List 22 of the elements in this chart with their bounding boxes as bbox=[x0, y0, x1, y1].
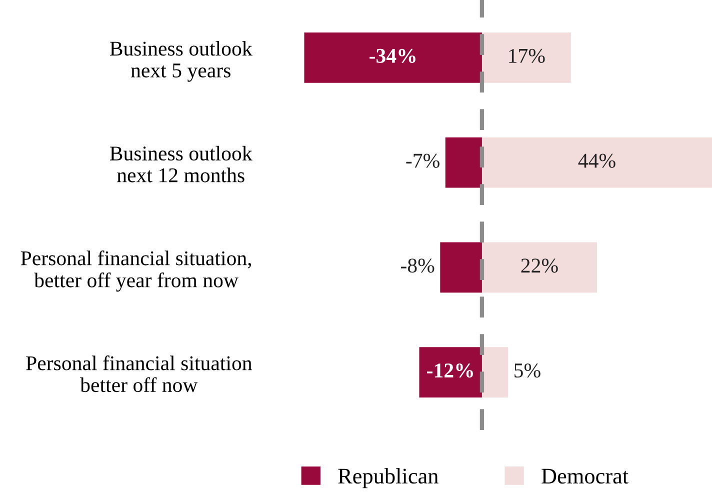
data-label: -8% bbox=[400, 258, 434, 273]
data-label: 44% bbox=[578, 154, 616, 168]
data-label: 5% bbox=[514, 363, 540, 378]
data-label: -34% bbox=[370, 48, 416, 63]
bar bbox=[482, 32, 571, 83]
y-tick-label: Personal financial situation, better off year from now bbox=[20, 250, 252, 292]
y-tick-label: Business outlook next 12 months bbox=[110, 146, 252, 182]
bar bbox=[304, 32, 482, 83]
bar bbox=[482, 137, 712, 188]
data-label: -12% bbox=[427, 363, 473, 378]
bar bbox=[419, 347, 482, 398]
bar bbox=[482, 347, 508, 398]
legend-label: Democrat bbox=[542, 468, 628, 484]
y-tick-label: Business outlook next 5 years bbox=[110, 41, 252, 82]
bar bbox=[482, 242, 597, 293]
data-label: -7% bbox=[406, 154, 440, 168]
data-label: 17% bbox=[509, 48, 545, 63]
bar bbox=[445, 137, 482, 188]
legend-label: Republican bbox=[338, 468, 438, 488]
bar bbox=[440, 242, 482, 293]
y-tick-label: Personal financial situation better off now bbox=[26, 355, 252, 392]
data-label: 22% bbox=[521, 258, 558, 273]
